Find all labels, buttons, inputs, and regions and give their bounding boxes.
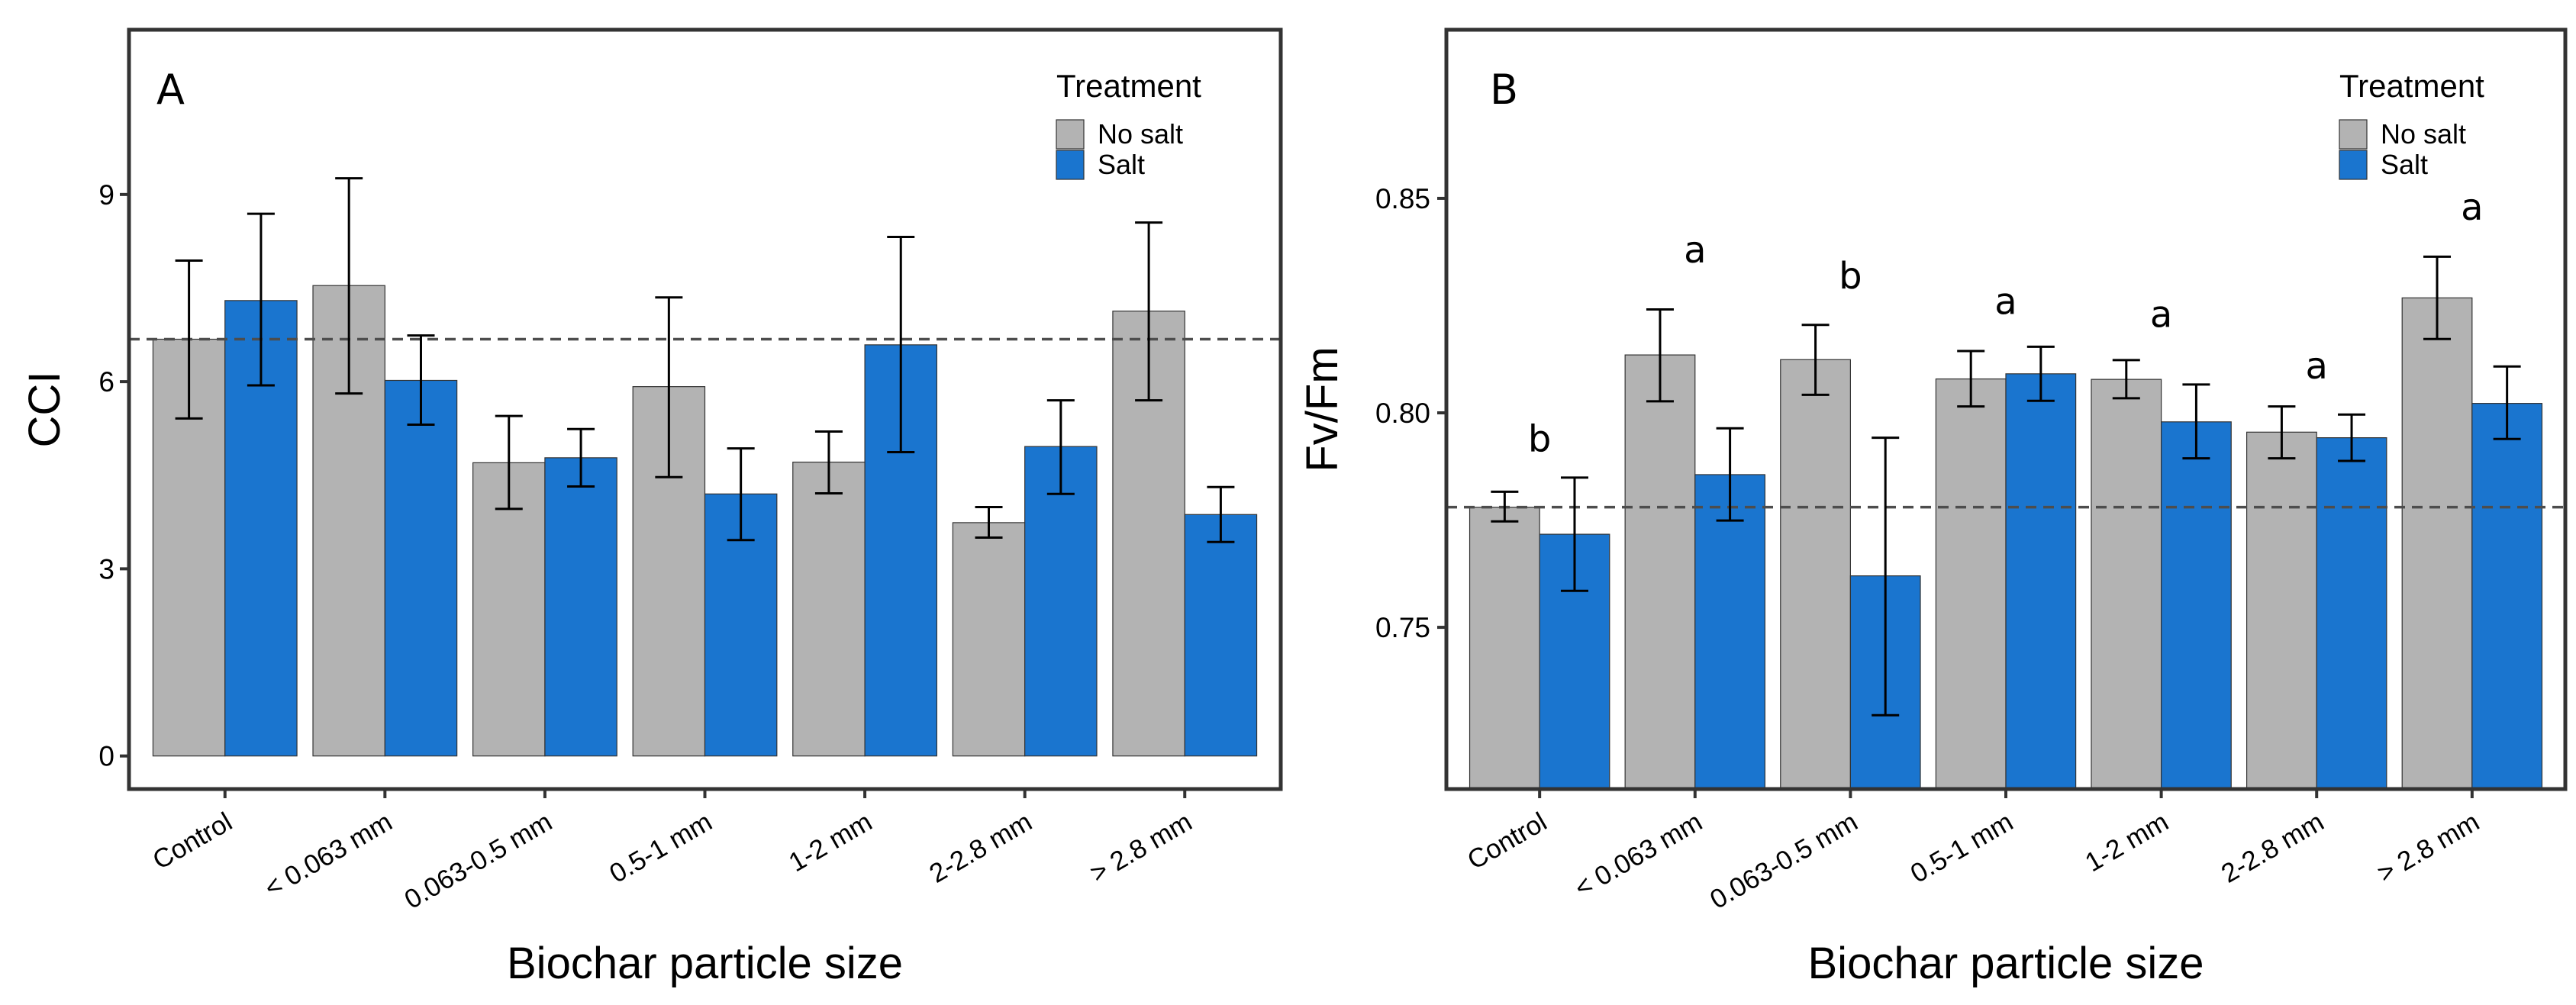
panel-label: A: [156, 66, 185, 114]
panel-label: B: [1490, 66, 1518, 114]
legend-key: [1056, 119, 1085, 150]
x-tick-label: < 0.063 mm: [260, 807, 397, 904]
y-axis-title: Fv/Fm: [1298, 346, 1347, 472]
x-tick-label: < 0.063 mm: [1569, 807, 1707, 904]
error-bar: [1560, 476, 1588, 592]
bar-no-salt: [1469, 507, 1540, 790]
bar-no-salt: [2246, 431, 2317, 790]
panel-b: b a b a a a a 0.75 0.80 0.85 Control < 0.063 mm0.06…: [1298, 27, 2568, 988]
bar-salt: [384, 379, 458, 757]
error-bar: [2026, 345, 2055, 402]
bar-salt: [2161, 421, 2232, 790]
bar-no-salt: [1624, 354, 1696, 790]
x-tick-label: 1-2 mm: [784, 807, 877, 878]
y-tick-label: 0.80: [1375, 398, 1430, 429]
legend-label: Salt: [1098, 149, 1145, 180]
legend-key: [2339, 150, 2368, 180]
error-bar: [887, 235, 915, 454]
error-bar: [1046, 399, 1075, 495]
significance-letter: a: [2306, 345, 2328, 388]
error-bar: [2112, 359, 2140, 400]
bar-salt: [1024, 446, 1098, 757]
error-bar: [2338, 413, 2366, 462]
error-bar: [1957, 349, 1985, 408]
error-bar: [1135, 221, 1163, 402]
x-tick-label: 0.5-1 mm: [605, 807, 717, 889]
y-tick-label: 9: [98, 179, 114, 211]
x-axis-title: Biochar particle size: [1808, 939, 2204, 988]
x-tick-label: Control: [1462, 807, 1552, 875]
error-bar: [247, 212, 275, 387]
error-bar: [495, 414, 523, 511]
y-tick-label: 6: [98, 366, 114, 398]
bar-no-salt: [2091, 378, 2162, 790]
x-tick-label: 2-2.8 mm: [924, 807, 1037, 889]
y-tick-label: 0.75: [1375, 612, 1430, 643]
error-bar: [407, 334, 435, 427]
x-tick-label: 1-2 mm: [2080, 807, 2173, 878]
error-bar: [814, 430, 843, 494]
bar-salt: [2471, 403, 2543, 790]
bar-no-salt: [2401, 297, 2473, 790]
x-tick-label: 0.063-0.5 mm: [1705, 807, 1863, 915]
legend-key: [1056, 150, 1085, 180]
x-tick-label: > 2.8 mm: [1085, 807, 1198, 888]
legend-title: Treatment: [2339, 68, 2484, 104]
significance-letter: b: [1528, 418, 1551, 461]
error-bar: [1491, 490, 1519, 523]
x-tick-label: Control: [148, 807, 237, 875]
error-bar: [1872, 436, 1900, 717]
x-tick-label: 2-2.8 mm: [2217, 807, 2329, 889]
bar-no-salt: [792, 461, 866, 757]
y-tick-label: 0: [98, 741, 114, 772]
bar-no-salt: [1935, 378, 2007, 790]
bar-salt: [1184, 514, 1258, 757]
significance-letter: b: [1839, 255, 1862, 298]
error-bar: [1207, 485, 1235, 543]
x-tick-label: > 2.8 mm: [2372, 807, 2484, 888]
error-bar: [655, 296, 683, 478]
panel-a: 0 3 6 9 Control < 0.063 mm 0.063-0.5 mm 0.5-1 m…: [20, 27, 1283, 988]
significance-letter: a: [2150, 294, 2172, 337]
x-axis-title: Biochar particle size: [507, 939, 903, 988]
legend-key: [2339, 119, 2368, 150]
legend-title: Treatment: [1056, 68, 1201, 104]
error-bar: [975, 505, 1003, 540]
legend-label: No salt: [1098, 118, 1183, 150]
legend-label: Salt: [2381, 149, 2428, 180]
significance-letter: a: [1684, 229, 1706, 272]
x-tick-label: 0.5-1 mm: [1905, 807, 2018, 889]
significance-letter: a: [1994, 281, 2017, 324]
bar-salt: [544, 457, 617, 757]
bar-salt: [2316, 437, 2387, 790]
significance-letter: a: [2461, 186, 2483, 229]
error-bar: [727, 447, 755, 542]
error-bar: [2182, 383, 2210, 460]
x-tick-label: 0.063-0.5 mm: [399, 807, 557, 915]
legend-label: No salt: [2381, 118, 2466, 150]
error-bar: [335, 177, 363, 395]
error-bar: [2493, 365, 2521, 440]
error-bar: [1716, 427, 1744, 522]
error-bar: [567, 427, 595, 488]
error-bar: [2268, 405, 2296, 460]
error-bar: [175, 259, 203, 420]
bar-no-salt: [1780, 359, 1851, 790]
y-tick-label: 3: [98, 553, 114, 585]
y-tick-label: 0.85: [1375, 183, 1430, 214]
y-axis-title: CCI: [20, 372, 69, 448]
error-bar: [1801, 324, 1830, 396]
error-bar: [2423, 255, 2452, 340]
bar-salt: [2005, 373, 2077, 790]
bar-salt: [1694, 474, 1766, 790]
error-bar: [1646, 308, 1674, 403]
bar-no-salt: [952, 522, 1026, 757]
